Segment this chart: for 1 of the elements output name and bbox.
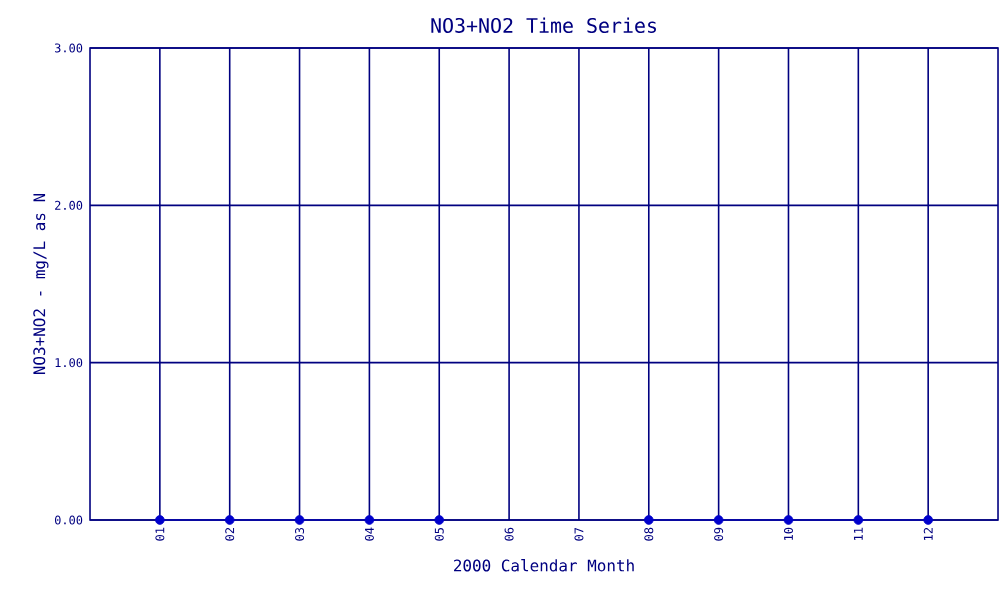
chart-title: NO3+NO2 Time Series xyxy=(431,17,656,33)
